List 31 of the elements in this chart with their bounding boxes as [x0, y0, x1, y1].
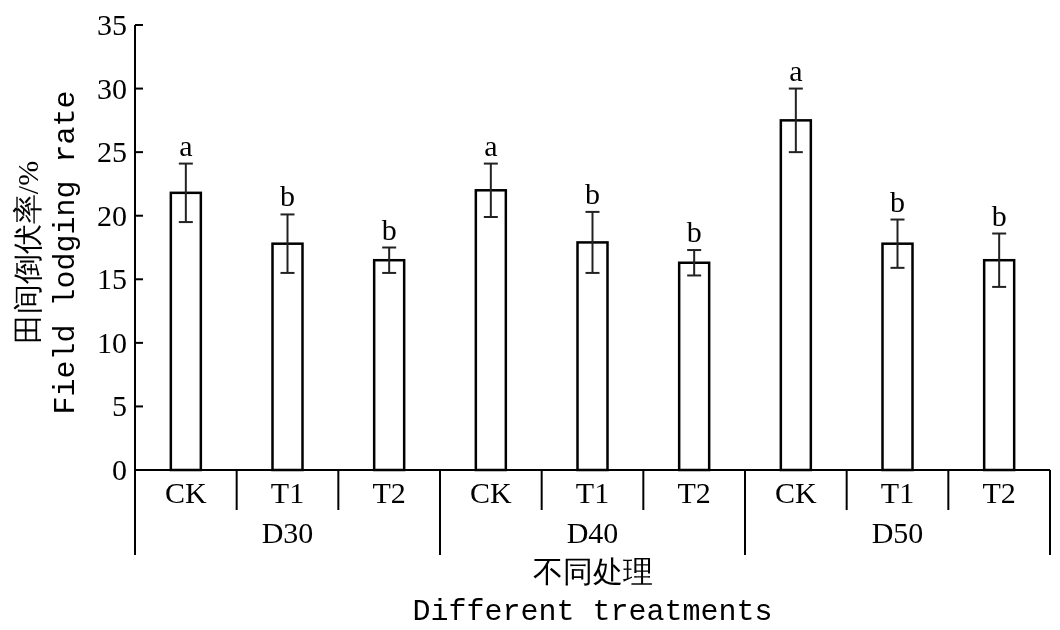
x-axis-title: 不同处理 Different treatments — [412, 555, 773, 629]
y-tick-label: 15 — [97, 262, 127, 296]
data-label: b — [686, 215, 702, 249]
y-tick-label: 25 — [97, 135, 127, 169]
x-tick-label: CK — [469, 476, 512, 509]
x-tick-label: T1 — [270, 476, 305, 509]
x-tick-label: T2 — [982, 476, 1016, 509]
y-tick-label: 20 — [97, 198, 127, 232]
data-label: b — [585, 176, 600, 210]
y-tick-label: 10 — [97, 325, 127, 359]
y-tick-label: 35 — [97, 8, 127, 41]
data-label: a — [179, 128, 193, 162]
x-tick-label: T2 — [677, 476, 711, 509]
data-label: b — [280, 179, 295, 213]
x-tick-label: T2 — [372, 476, 406, 509]
x-tick-label: CK — [774, 476, 817, 509]
y-tick-label: 30 — [97, 71, 127, 105]
y-tick-label: 0 — [112, 453, 127, 486]
text: D30 — [261, 516, 314, 549]
text: D40 — [566, 516, 619, 549]
data-label: a — [789, 53, 803, 87]
data-label: b — [381, 212, 397, 246]
text: D50 — [871, 516, 924, 549]
x-tick-label: T1 — [575, 476, 610, 509]
x-tick-label: CK — [164, 476, 207, 509]
data-label: b — [991, 198, 1007, 232]
data-label: b — [890, 184, 905, 218]
y-axis-title: 田间倒伏率/% Field lodging rate — [11, 90, 83, 415]
y-tick-label: 5 — [112, 389, 127, 423]
x-tick-label: T1 — [880, 476, 915, 509]
data-label: a — [484, 128, 498, 162]
